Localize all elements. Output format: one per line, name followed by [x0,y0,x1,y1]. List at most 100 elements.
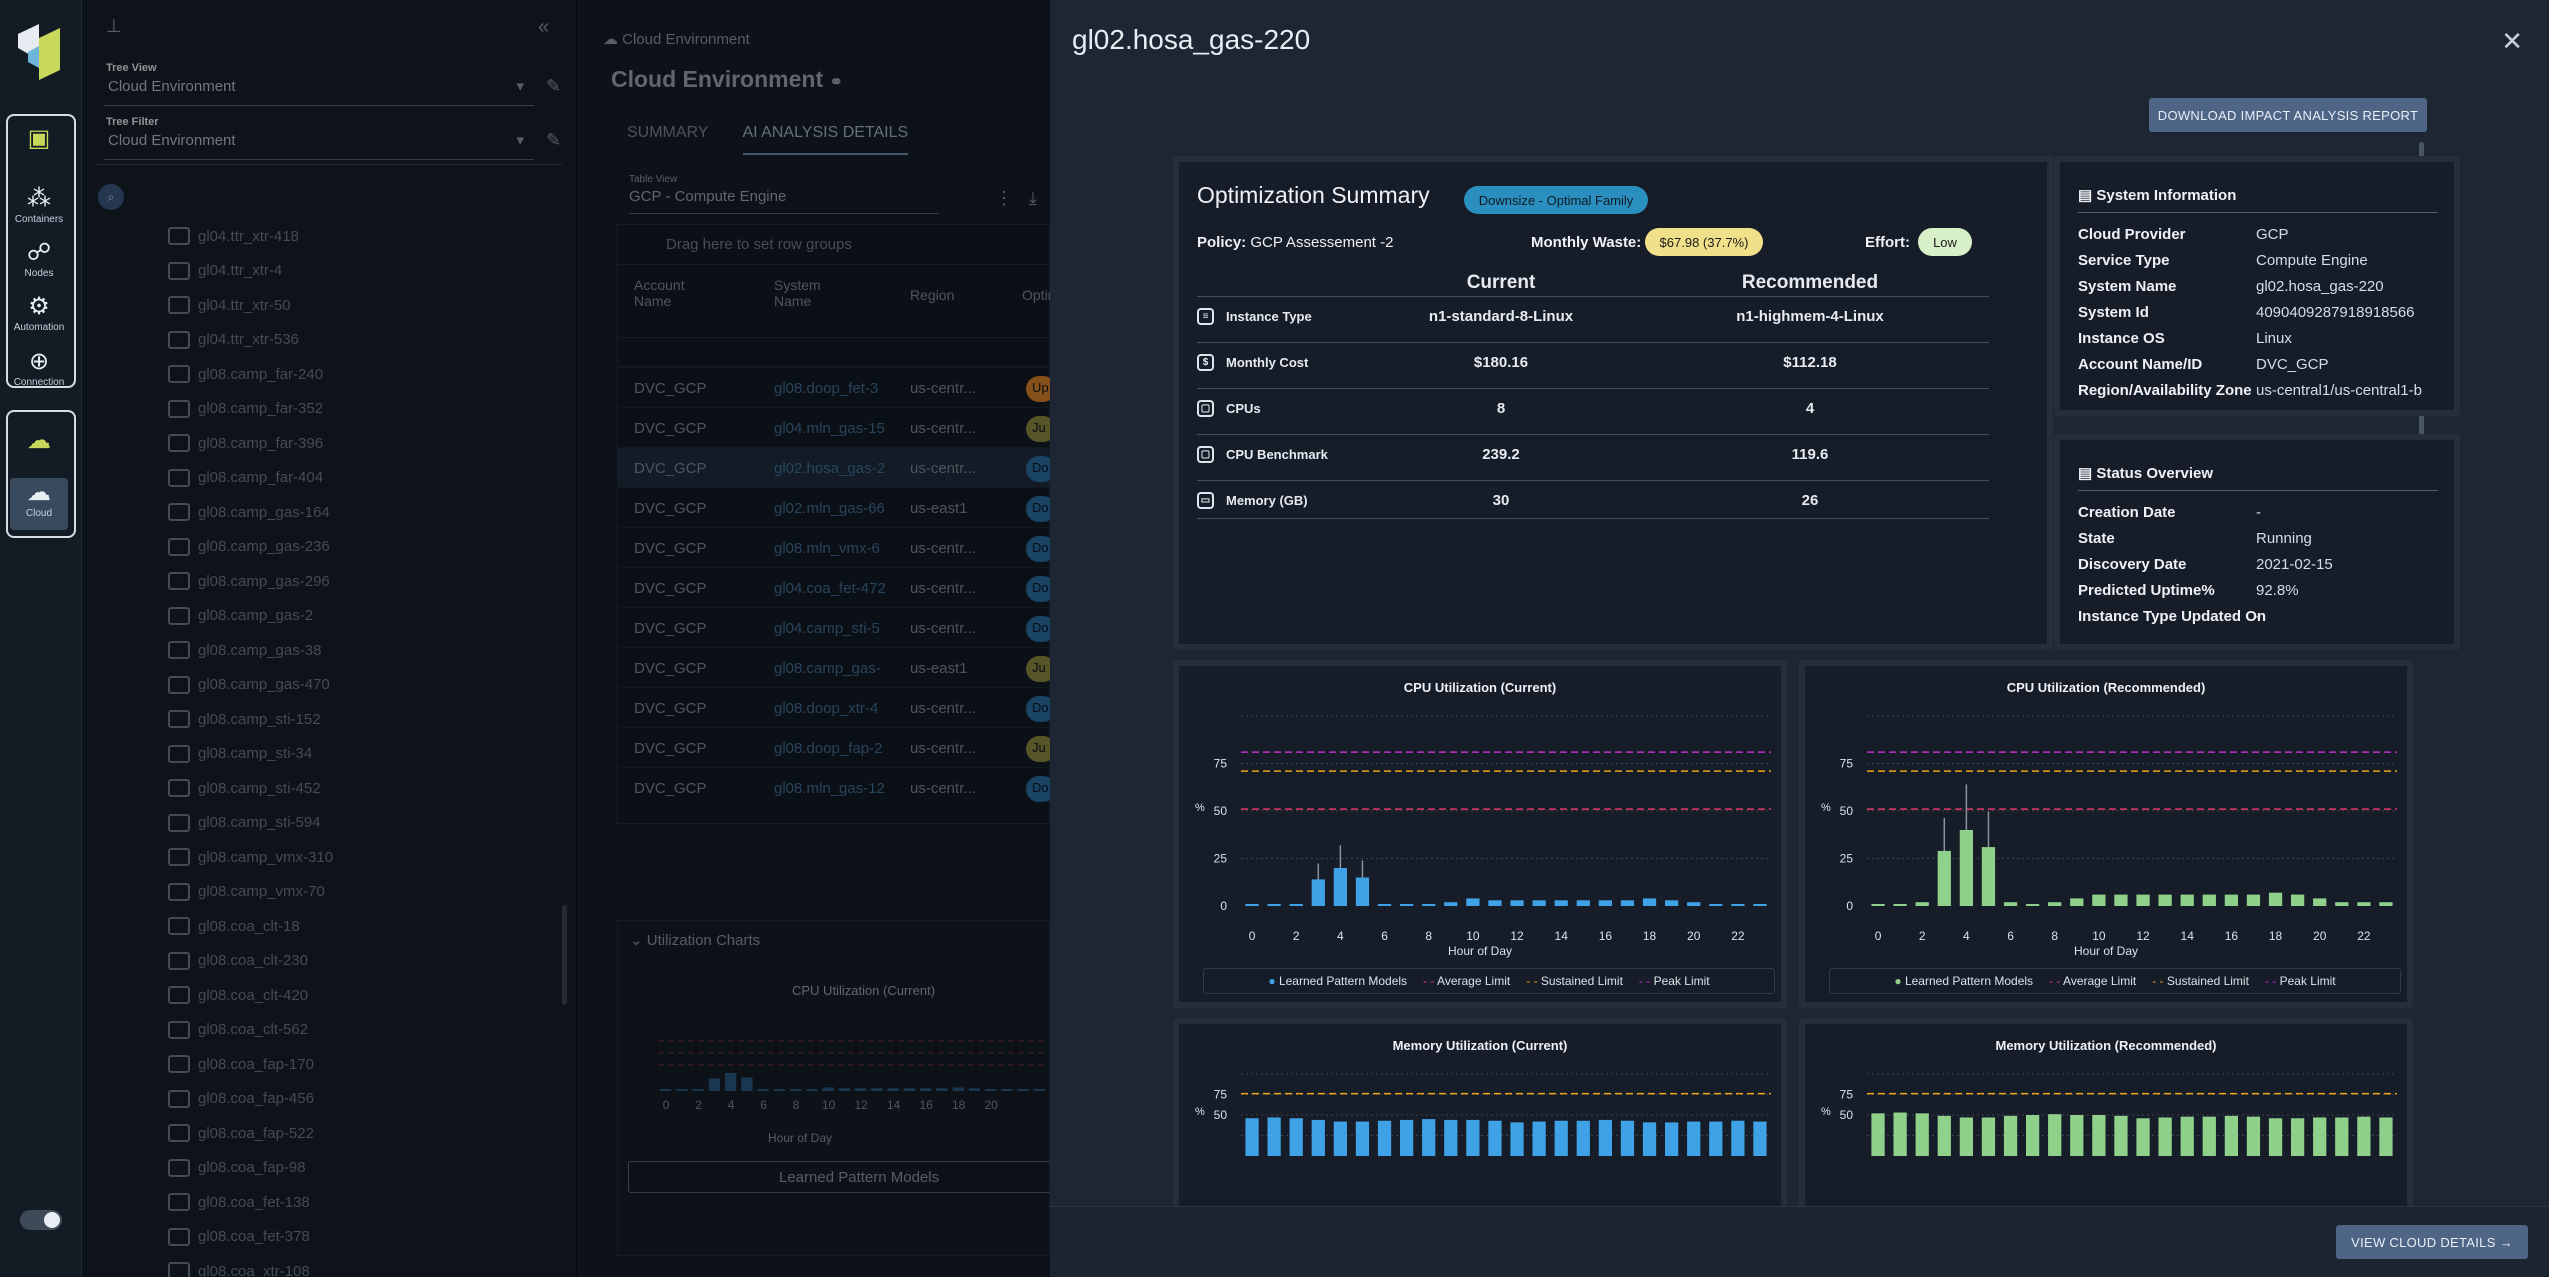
bar[interactable] [2070,1115,2084,1156]
cell-system[interactable]: gl02.mln_gas-66 [774,500,885,517]
bar[interactable] [2092,894,2106,906]
bar[interactable] [1245,1118,1259,1156]
tree-item[interactable]: gl08.coa_xtr-108 [168,1254,548,1277]
cell-system[interactable]: gl08.doop_xtr-4 [774,700,879,717]
bar[interactable] [1267,1117,1281,1156]
bar[interactable] [1289,904,1303,906]
tree-item[interactable]: gl08.camp_vmx-70 [168,875,548,910]
bar[interactable] [1333,1121,1347,1156]
bar[interactable] [1488,1120,1502,1156]
col-system[interactable]: System Name [774,277,821,309]
bar[interactable] [1620,1120,1635,1156]
bar[interactable] [1377,1120,1392,1156]
bar[interactable] [2246,894,2261,906]
bar[interactable] [1422,904,1436,906]
nav-containers[interactable]: ⁂ Containers [6,184,72,225]
util-charts-title[interactable]: ⌄ Utilization Charts [630,932,761,949]
bar[interactable] [2379,1117,2393,1156]
bar[interactable] [2003,1115,2018,1156]
tab-ai-analysis[interactable]: AI ANALYSIS DETAILS [742,124,909,155]
tree-item[interactable]: gl08.camp_sti-34 [168,737,548,772]
tree-item[interactable]: gl08.coa_fap-456 [168,1082,548,1117]
close-icon[interactable]: ✕ [2501,26,2523,56]
bar[interactable] [1687,1121,1701,1156]
edit-icon[interactable]: ✎ [546,76,562,96]
download-report-button[interactable]: DOWNLOAD IMPACT ANALYSIS REPORT [2149,98,2427,132]
search-icon[interactable]: ⌕ [98,184,124,210]
tree-item[interactable]: gl08.camp_far-352 [168,392,548,427]
bar[interactable] [1355,1121,1370,1156]
legend-item[interactable]: - - Average Limit [1423,974,1510,988]
bar[interactable] [2313,1117,2327,1156]
link-icon[interactable]: ⚭ [829,74,843,91]
table-view-select[interactable]: GCP - Compute Engine [629,188,939,214]
bar[interactable] [2291,894,2305,906]
cell-system[interactable]: gl04.mln_gas-15 [774,420,885,437]
bar[interactable] [2158,1117,2172,1156]
table-row[interactable]: DVC_GCP gl08.camp_gas-us-east1 Ju [618,647,1056,687]
tree-item[interactable]: gl08.camp_gas-38 [168,633,548,668]
bar[interactable] [1731,1120,1745,1156]
tree-item[interactable]: gl08.camp_vmx-310 [168,840,548,875]
bar[interactable] [1620,900,1635,906]
bar[interactable] [2202,894,2216,906]
bar[interactable] [1731,904,1745,906]
bar[interactable] [1642,898,1657,906]
tree-item[interactable]: gl08.camp_gas-236 [168,530,548,565]
tree-item[interactable]: gl08.coa_clt-420 [168,978,548,1013]
bar[interactable] [2246,1116,2261,1156]
bar[interactable] [1937,1115,1951,1156]
cell-system[interactable]: gl02.hosa_gas-2 [774,460,885,477]
bar[interactable] [1245,904,1259,906]
bar[interactable] [2180,894,2194,906]
bar[interactable] [1554,900,1568,906]
tree-item[interactable]: gl08.camp_far-404 [168,461,548,496]
nav-connection[interactable]: ⊕ Connection [6,347,72,388]
bar[interactable] [2379,902,2393,906]
bar[interactable] [2026,904,2040,906]
tree-item[interactable]: gl04.ttr_xtr-418 [168,219,548,254]
tree-item[interactable]: gl08.camp_gas-470 [168,668,548,703]
bar[interactable] [1959,1117,1973,1156]
bar[interactable] [1444,902,1458,906]
legend-item[interactable]: ● Learned Pattern Models [1268,974,1407,988]
bar[interactable] [2158,894,2172,906]
tree-item[interactable]: gl08.camp_gas-164 [168,495,548,530]
nav-cloud-env[interactable]: ☁ [6,426,72,456]
bar[interactable] [1510,1122,1524,1156]
bar[interactable] [1642,1122,1657,1156]
breadcrumb[interactable]: ☁ Cloud Environment [603,30,750,48]
col-optin[interactable]: Optin [1022,287,1056,303]
legend-item[interactable]: - - Peak Limit [2265,974,2336,988]
tree-item[interactable]: gl08.camp_sti-594 [168,806,548,841]
bar[interactable] [2313,898,2327,906]
view-cloud-details-button[interactable]: VIEW CLOUD DETAILS → [2336,1225,2528,1259]
bar[interactable] [1915,1113,1929,1156]
nav-nodes[interactable]: ☍ Nodes [6,238,72,279]
tree-item[interactable]: gl08.coa_clt-230 [168,944,548,979]
bar[interactable] [1753,904,1767,906]
pin-icon[interactable]: ⊥ [106,16,122,36]
tree-item[interactable]: gl04.ttr_xtr-50 [168,288,548,323]
tree-item[interactable]: gl08.coa_clt-18 [168,909,548,944]
tree-view-select[interactable]: Cloud Environment [104,68,534,106]
bar[interactable] [2224,894,2238,906]
bar[interactable] [1444,1119,1458,1156]
more-icon[interactable]: ⋮ [995,188,1013,208]
bar[interactable] [1466,1119,1480,1156]
cell-system[interactable]: gl08.camp_gas- [774,660,881,677]
bar[interactable] [1709,1121,1723,1156]
bar[interactable] [1400,904,1414,906]
bar[interactable] [2180,1116,2194,1156]
tree-item[interactable]: gl08.camp_gas-2 [168,599,548,634]
modal-overlay[interactable] [82,0,1050,1277]
tree-item[interactable]: gl08.camp_sti-152 [168,702,548,737]
cell-system[interactable]: gl04.camp_sti-5 [774,620,880,637]
bar[interactable] [1915,902,1929,906]
tree-scrollbar[interactable] [562,905,567,1005]
bar[interactable] [1532,900,1546,906]
legend-item[interactable]: ● Learned Pattern Models [1894,974,2033,988]
bar[interactable] [2291,1118,2305,1156]
bar[interactable] [1488,900,1502,906]
bar[interactable] [1981,847,1996,906]
